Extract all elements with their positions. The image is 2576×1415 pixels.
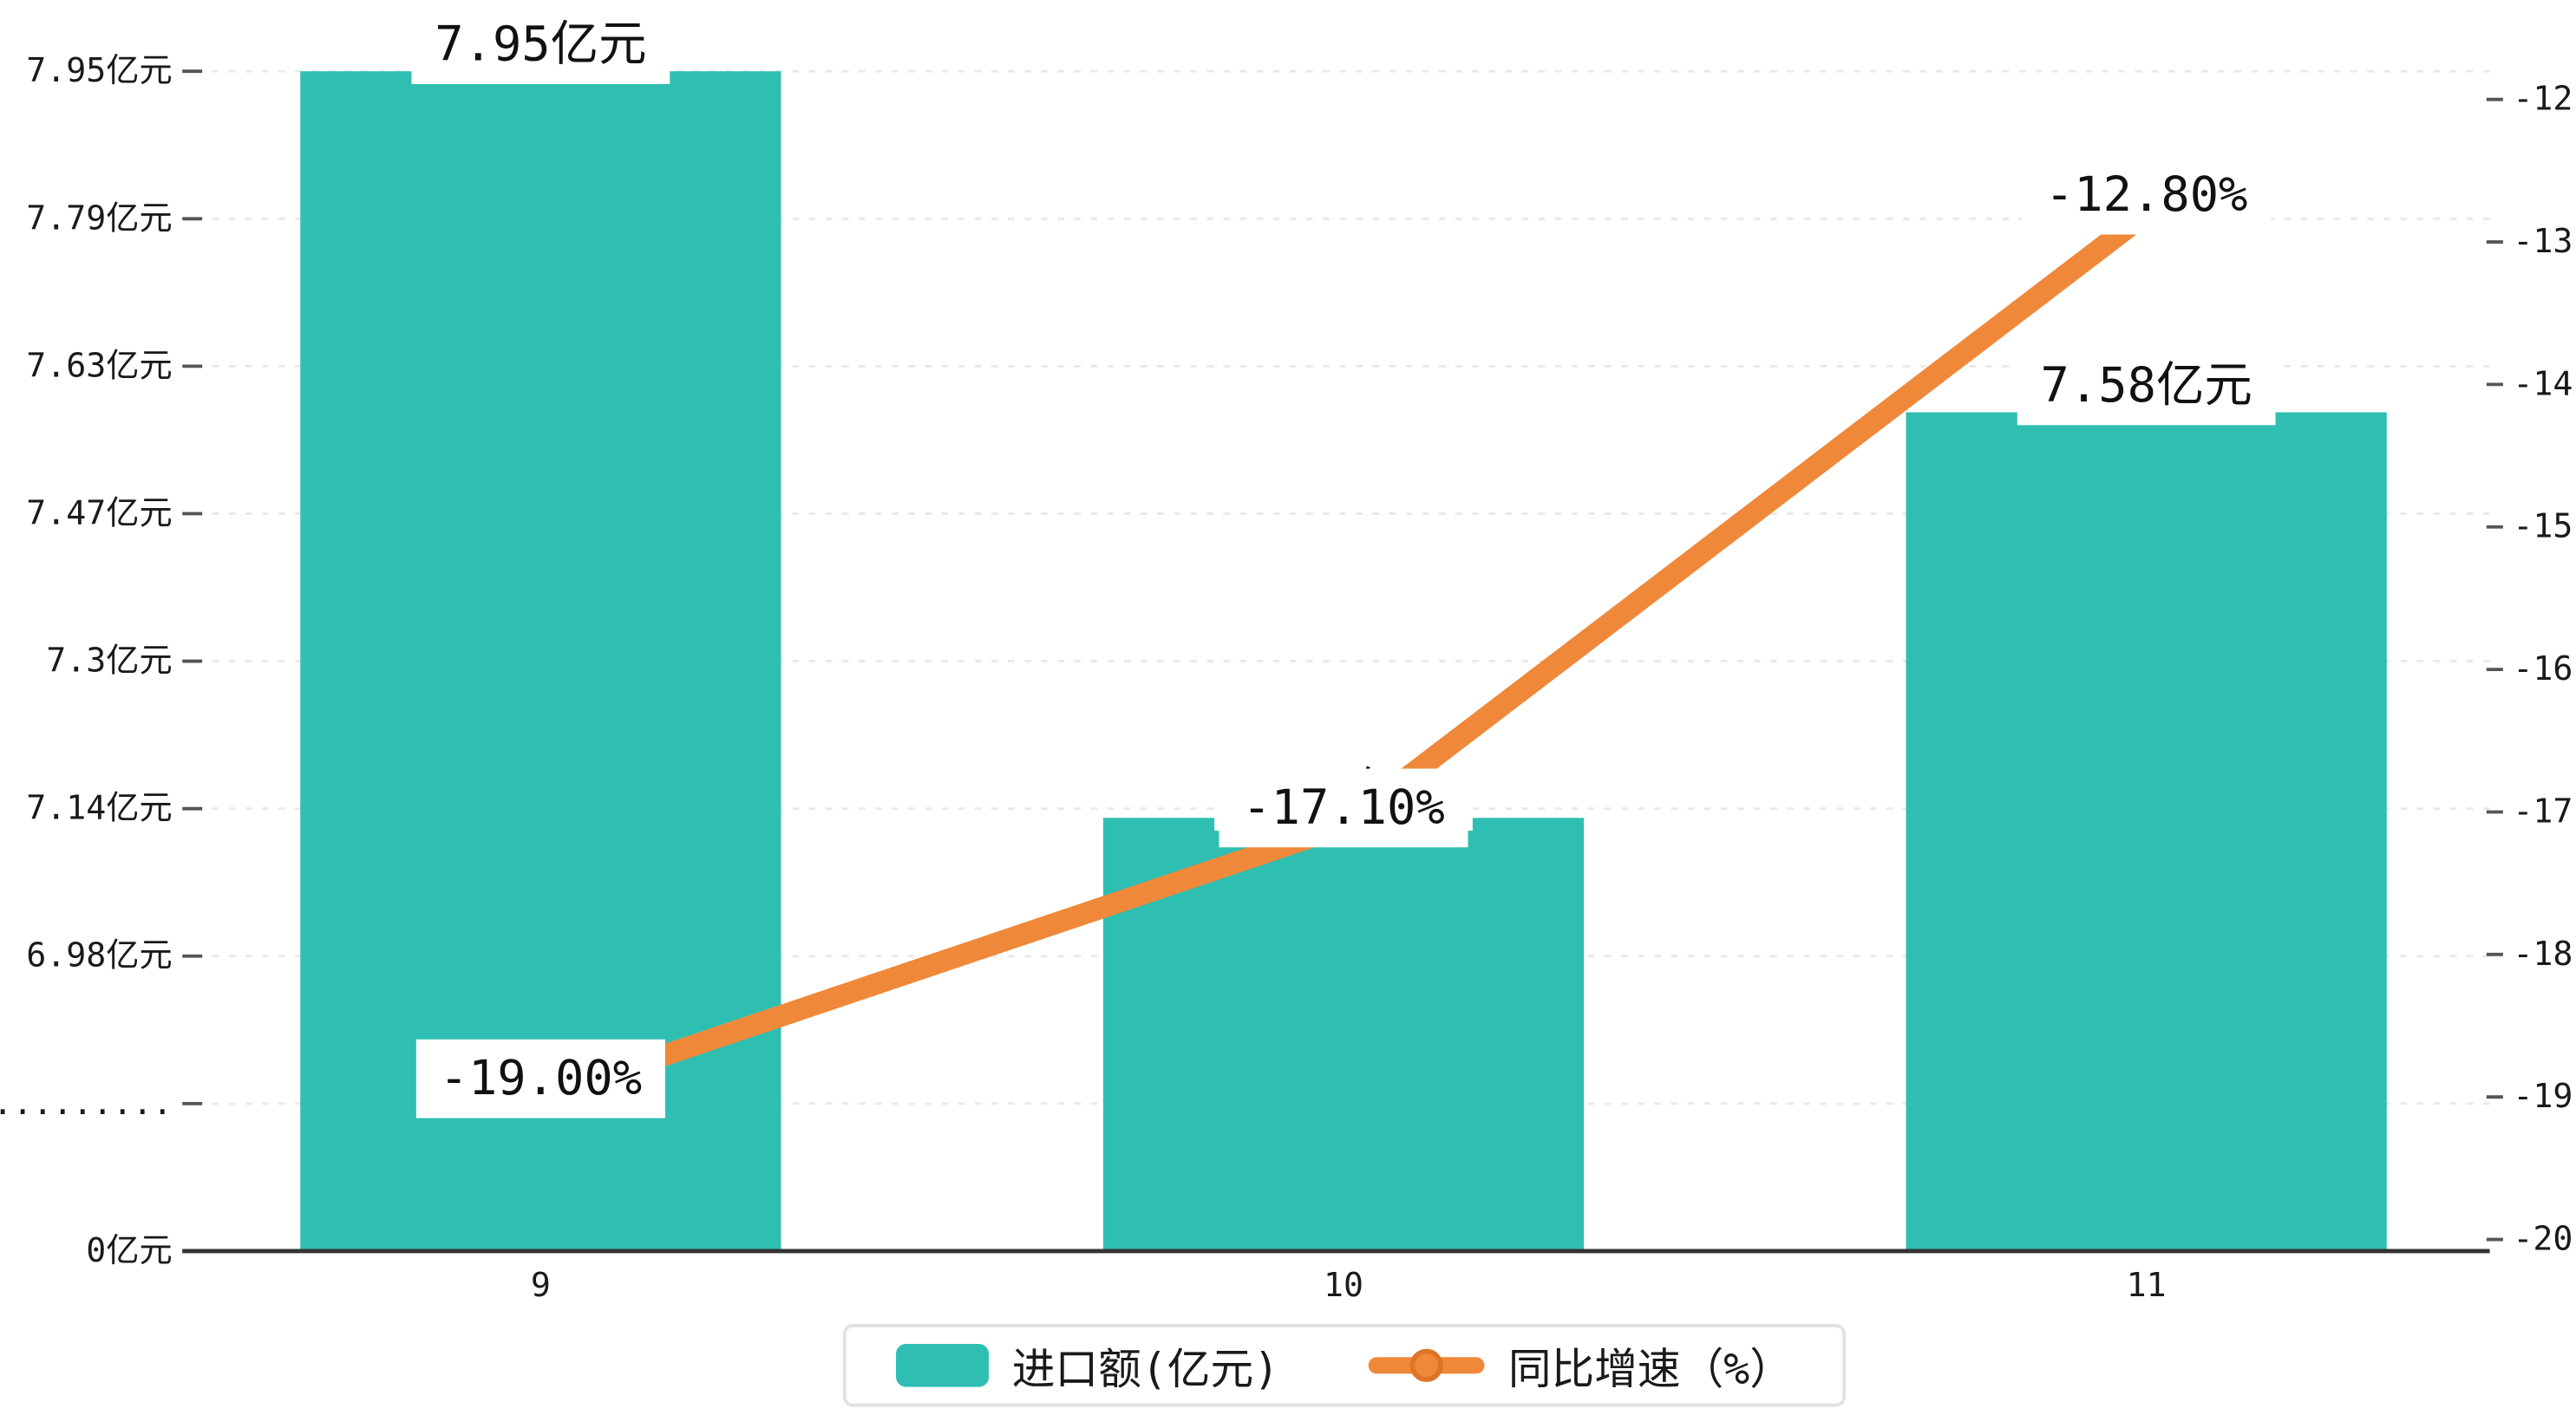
bar-series: [300, 71, 2387, 1251]
y-right-tick-label: -17: [2513, 792, 2573, 831]
line-swatch-icon: [1369, 1348, 1486, 1382]
line-value-label-text: -17.10%: [1242, 780, 1445, 836]
y-left-tick-label: 0亿元: [86, 1232, 172, 1270]
bar-value-label-bg: [2017, 346, 2276, 426]
x-tick-label: 9: [531, 1267, 551, 1305]
legend-label-imports: 进口额(亿元): [1011, 1344, 1280, 1395]
bar-value-label: 7.95亿元: [411, 5, 670, 84]
y-axis-right: -12 -13 -14 -15 -16 -17 -18 -19 -20: [2486, 81, 2573, 1259]
bar-value-label-bg: [411, 5, 670, 84]
y-right-tick-label: -12: [2513, 81, 2573, 119]
line-value-label: -17.10%: [1219, 768, 1468, 848]
line-dot-icon: [1410, 1348, 1444, 1382]
bar-swatch-icon: [896, 1343, 990, 1387]
x-tick-label: 11: [2127, 1267, 2167, 1305]
y-left-tick-label: 7.79亿元: [26, 199, 172, 238]
y-left-tick-label: 7.47亿元: [26, 494, 172, 532]
y-right-tick-label: -16: [2513, 650, 2573, 688]
y-right-tick-label: -19: [2513, 1078, 2573, 1116]
y-left-tick-label: 6.98亿元: [26, 937, 172, 975]
x-tick-label: 10: [1324, 1267, 1363, 1305]
y-right-tick-label: -15: [2513, 508, 2573, 546]
line-value-label: -19.00%: [415, 1039, 665, 1118]
bar-value-label-text: 7.58亿元: [2041, 358, 2252, 414]
y-left-tick-label: 7.63亿元: [26, 347, 172, 385]
y-left-tick-label: 7.14亿元: [26, 790, 172, 828]
line-value-label: -12.80%: [2022, 155, 2272, 235]
bar-value-label: 7.58亿元: [2017, 346, 2276, 426]
y-right-tick-label: -20: [2513, 1221, 2573, 1259]
legend-item-growth[interactable]: 同比增速（%）: [1369, 1334, 1793, 1396]
y-right-tick-label: -14: [2513, 365, 2573, 403]
line-value-label-bg: [2022, 155, 2272, 235]
legend: 进口额(亿元) 同比增速（%）: [842, 1324, 1847, 1407]
y-left-tick-label: 7.95亿元: [26, 52, 172, 90]
line-value-label-text: -12.80%: [2045, 167, 2248, 223]
bar-11[interactable]: [1906, 412, 2387, 1251]
line-value-label-bg: [1219, 768, 1468, 848]
y-left-tick-label: 7.3亿元: [46, 642, 172, 681]
y-right-tick-label: -18: [2513, 936, 2573, 974]
legend-item-imports[interactable]: 进口额(亿元): [896, 1334, 1279, 1396]
y-right-tick-label: -13: [2513, 223, 2573, 261]
y-left-tick-label: .........: [0, 1085, 173, 1123]
bar-value-label-text: 7.95亿元: [435, 17, 646, 73]
line-value-labels: -19.00% -17.10% -12.80%: [415, 155, 2272, 1118]
x-axis-labels: 9 10 11: [531, 1267, 2167, 1305]
y-axis-left: 7.95亿元 7.79亿元 7.63亿元 7.47亿元 7.3亿元 7.14亿元 6.98亿…: [0, 52, 203, 1270]
line-value-label-bg: [415, 1039, 665, 1118]
legend-label-growth: 同比增速（%）: [1507, 1344, 1793, 1395]
line-value-label-text: -19.00%: [440, 1051, 643, 1106]
